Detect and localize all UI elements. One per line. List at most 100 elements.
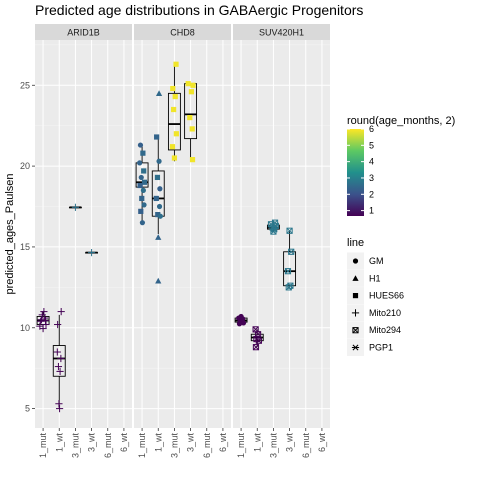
data-point — [71, 203, 80, 211]
x-tick-label: 6_mut — [301, 433, 311, 459]
panel-background — [233, 40, 330, 428]
data-point — [155, 234, 162, 240]
x-tick-label: 1_mut — [38, 433, 48, 459]
data-point — [240, 320, 247, 326]
data-point — [141, 168, 147, 174]
data-point — [37, 316, 46, 324]
x-tick-label: 3_wt — [285, 433, 295, 453]
data-point — [190, 82, 196, 88]
data-point — [270, 228, 277, 235]
data-point — [156, 203, 163, 210]
box-iqr — [283, 251, 297, 287]
data-point — [140, 187, 146, 193]
data-point — [240, 316, 246, 322]
data-point — [286, 227, 293, 234]
x-tick-label: 3_mut — [70, 433, 80, 459]
x-tick-label: 6_mut — [103, 433, 113, 459]
x-tick-label: 6_mut — [202, 433, 212, 459]
data-point — [53, 348, 61, 356]
data-point — [173, 131, 179, 137]
data-point — [139, 195, 145, 202]
data-point — [155, 277, 162, 284]
legend-key-h1-icon — [352, 275, 359, 281]
x-tick-label: 3_wt — [87, 433, 97, 453]
data-point — [140, 150, 146, 156]
facet-label: SUV420H1 — [259, 28, 304, 38]
box-iqr — [52, 345, 66, 377]
data-point — [54, 320, 62, 329]
data-point — [154, 174, 161, 181]
color-bar — [347, 129, 364, 216]
facet-strip — [35, 24, 132, 40]
facet-strip — [233, 24, 330, 40]
legend-key-mito210-icon — [351, 309, 360, 317]
data-point — [41, 316, 50, 325]
facet-strip — [134, 24, 231, 40]
data-point — [37, 317, 45, 325]
y-tick-label: 25 — [20, 80, 30, 90]
data-point — [155, 212, 161, 218]
data-point — [40, 308, 48, 316]
shape-legend-label: HUES66 — [369, 291, 404, 301]
data-point — [255, 337, 262, 344]
x-tick-label: 6_wt — [317, 433, 327, 453]
x-tick-label: 3_mut — [169, 433, 179, 459]
shape-legend-label: H1 — [369, 273, 381, 283]
color-legend-label: 5 — [369, 140, 374, 150]
data-point — [169, 144, 176, 150]
legend-key-pgp1-icon — [351, 344, 360, 351]
data-point — [54, 362, 63, 371]
data-point — [87, 248, 96, 257]
x-tick-label: 6_wt — [119, 433, 129, 453]
legend-key-mito294-icon — [352, 327, 359, 334]
y-tick-label: 5 — [25, 404, 30, 414]
y-axis: 5 10 15 20 25 — [20, 80, 35, 414]
data-point — [153, 195, 159, 202]
box-iqr — [167, 92, 181, 151]
data-point — [137, 160, 143, 166]
legend-key-hues66-icon — [352, 293, 359, 299]
data-point — [57, 354, 65, 363]
x-tick-label: 6_wt — [218, 433, 228, 453]
x-tick-label: 1_wt — [54, 433, 64, 453]
data-point — [57, 308, 65, 316]
data-point — [141, 202, 147, 208]
facet-label: ARID1B — [67, 28, 100, 38]
shape-legend-label: GM — [369, 256, 384, 266]
shape-legend-label: Mito294 — [369, 325, 401, 335]
data-point — [171, 106, 177, 113]
shape-legend-label: PGP1 — [369, 343, 393, 353]
shape-legend-title: line — [347, 237, 364, 249]
data-point — [155, 90, 163, 96]
data-point — [55, 405, 64, 413]
facet-label: CHD8 — [170, 28, 195, 38]
facet-panels: ARID1B 1_mut 1_wt 3_mut 3_wt 6_mut 6_wt CHD8 1_m… — [35, 24, 330, 458]
data-point — [187, 115, 193, 121]
color-legend-label: 1 — [369, 206, 374, 216]
x-tick-label: 3_wt — [186, 433, 196, 453]
data-point — [139, 220, 146, 226]
data-point — [154, 134, 160, 140]
color-legend-label: 6 — [369, 124, 374, 134]
data-point — [189, 126, 195, 132]
data-point — [157, 213, 163, 219]
data-point — [285, 284, 292, 291]
shape-legend-label: Mito210 — [369, 308, 401, 318]
data-point — [252, 344, 260, 351]
legend-key-gm-icon — [352, 258, 359, 264]
y-tick-label: 10 — [20, 323, 30, 333]
x-tick-label: 1_mut — [236, 433, 246, 459]
data-point — [137, 182, 143, 189]
data-point — [284, 268, 292, 275]
data-point — [39, 324, 47, 333]
legend: round(age_months, 2) 1 2 3 4 5 6 line GM H1 HUES66… — [347, 115, 455, 356]
color-legend-label: 2 — [369, 189, 374, 199]
panel-background — [35, 40, 132, 428]
data-point — [236, 321, 243, 327]
data-point — [55, 400, 63, 408]
x-tick-label: 1_mut — [137, 433, 147, 459]
data-point — [189, 157, 196, 163]
y-axis-title: predicted_ages_Paulsen — [4, 173, 16, 294]
chart-title: Predicted age distributions in GABAergic… — [35, 2, 363, 18]
data-point — [171, 155, 178, 161]
